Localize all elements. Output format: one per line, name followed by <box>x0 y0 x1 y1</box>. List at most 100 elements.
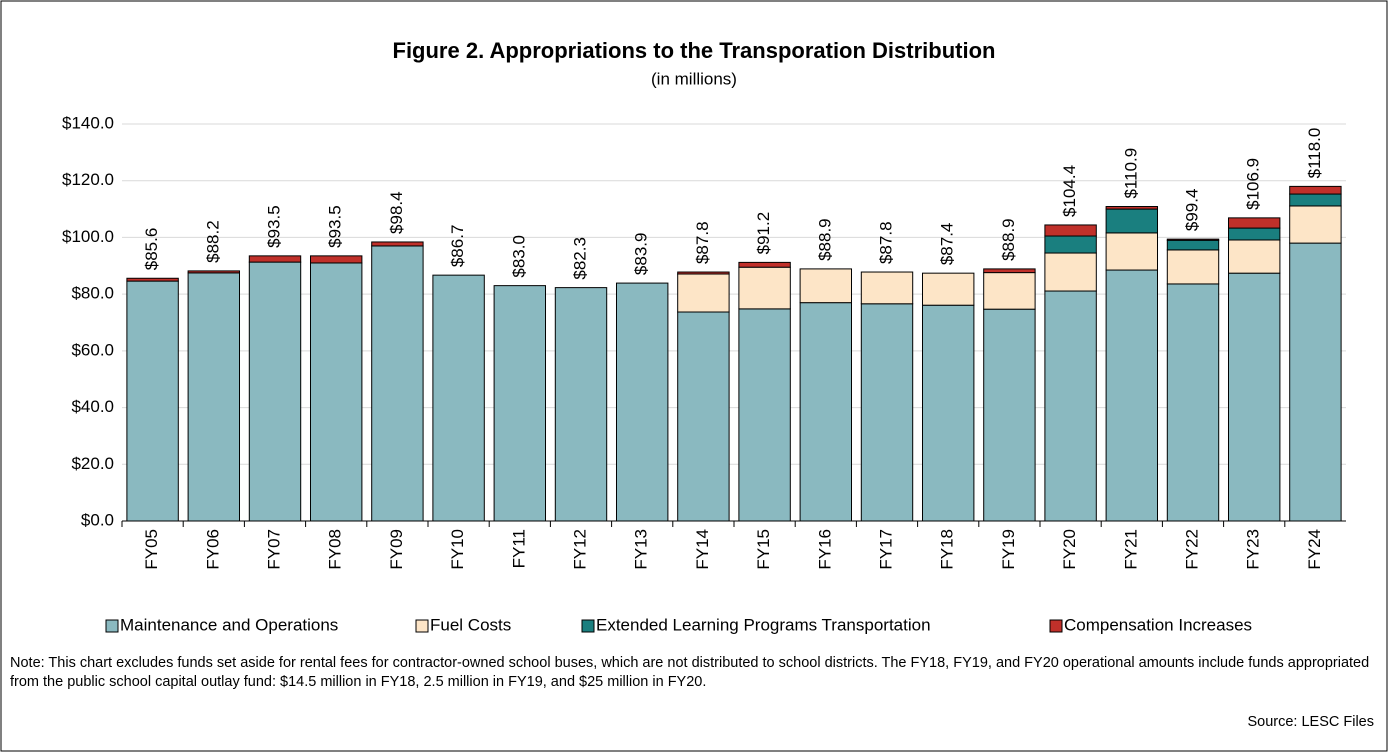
bar-segment <box>432 274 485 522</box>
legend-swatch <box>415 619 429 633</box>
bar-segment <box>187 270 241 274</box>
bar-segment <box>1105 232 1159 271</box>
y-tick-label: $40.0 <box>71 397 114 416</box>
data-label: $106.9 <box>1244 158 1263 210</box>
data-label: $93.5 <box>326 205 345 248</box>
legend-label: Maintenance and Operations <box>120 615 338 634</box>
bar-segment <box>1227 217 1281 229</box>
x-tick-label: FY21 <box>1121 529 1140 570</box>
bar-segment <box>921 304 975 522</box>
data-label: $91.2 <box>754 212 773 255</box>
bar-segment <box>126 277 179 282</box>
data-label: $87.4 <box>938 223 957 266</box>
bar-segment <box>677 271 730 275</box>
bar-segment <box>371 245 424 522</box>
data-label: $86.7 <box>448 225 467 268</box>
data-label: $83.0 <box>509 235 528 278</box>
x-tick-label: FY08 <box>326 529 345 570</box>
x-tick-label: FY17 <box>876 529 895 570</box>
x-tick-label: FY16 <box>815 529 834 570</box>
legend-label: Fuel Costs <box>430 615 511 634</box>
bar-segment <box>1044 290 1097 522</box>
x-tick-label: FY12 <box>570 529 589 570</box>
x-tick-label: FY24 <box>1305 529 1324 570</box>
bar-segment <box>1227 227 1281 241</box>
legend-swatch <box>1049 619 1063 633</box>
data-label: $83.9 <box>632 233 651 276</box>
bar-segment <box>738 266 791 310</box>
x-tick-label: FY09 <box>387 529 406 570</box>
bar-segment <box>1289 205 1342 244</box>
chart-title: Figure 2. Appropriations to the Transpor… <box>393 38 996 63</box>
bar-segment <box>1166 239 1220 251</box>
bar-segment <box>1227 272 1281 522</box>
x-tick-label: FY11 <box>509 529 528 568</box>
bar-segment <box>738 308 791 522</box>
x-tick-label: FY15 <box>754 529 773 570</box>
y-tick-label: $80.0 <box>71 284 114 303</box>
bar-segment <box>677 311 730 522</box>
bar-segment <box>738 261 791 268</box>
bar-segment <box>677 273 730 313</box>
legend-label: Compensation Increases <box>1064 615 1252 634</box>
data-label: $85.6 <box>142 228 161 271</box>
data-label: $88.9 <box>815 218 834 261</box>
bar-segment <box>1105 208 1159 234</box>
bar-segment <box>615 282 669 522</box>
data-label: $87.8 <box>693 221 712 264</box>
chart-subtitle: (in millions) <box>651 69 737 88</box>
y-tick-label: $0.0 <box>81 510 114 529</box>
data-label: $87.8 <box>876 221 895 264</box>
bar-segment <box>1289 193 1342 207</box>
x-tick-label: FY06 <box>203 529 222 570</box>
x-tick-label: FY23 <box>1244 529 1263 570</box>
bar-segment <box>248 261 302 522</box>
data-label: $82.3 <box>570 237 589 280</box>
bar-segment <box>799 302 853 522</box>
bar-segment <box>493 285 547 522</box>
bar-segment <box>983 268 1036 274</box>
bar-segment <box>983 272 1036 310</box>
x-tick-label: FY19 <box>999 529 1018 570</box>
data-label: $93.5 <box>264 205 283 248</box>
x-tick-label: FY18 <box>938 529 957 570</box>
bar-segment <box>371 241 424 247</box>
bar-segment <box>860 271 914 305</box>
bar-segment <box>921 272 975 306</box>
bar-segment <box>1044 224 1097 237</box>
x-tick-label: FY05 <box>142 529 161 570</box>
x-tick-label: FY22 <box>1182 529 1201 570</box>
bar-segment <box>309 255 363 264</box>
y-tick-label: $20.0 <box>71 454 114 473</box>
x-tick-label: FY20 <box>1060 529 1079 570</box>
bar-segment <box>248 255 302 263</box>
bar-segment <box>1166 249 1220 285</box>
legend-swatch <box>581 619 595 633</box>
bar-segment <box>1044 252 1097 292</box>
data-label: $88.9 <box>999 218 1018 261</box>
bar-segment <box>983 308 1036 522</box>
data-label: $104.4 <box>1060 165 1079 217</box>
bar-segment <box>1166 238 1220 241</box>
bar-segment <box>554 287 608 522</box>
y-tick-label: $60.0 <box>71 340 114 359</box>
bar-segment <box>1289 242 1342 522</box>
data-label: $110.9 <box>1121 148 1140 199</box>
bar-segment <box>187 272 241 522</box>
data-label: $118.0 <box>1305 128 1324 179</box>
legend-swatch <box>105 619 119 633</box>
bar-segment <box>860 303 914 522</box>
bar-segment <box>126 280 179 522</box>
y-tick-label: $100.0 <box>62 227 114 246</box>
data-label: $98.4 <box>387 191 406 234</box>
legend-label: Extended Learning Programs Transportatio… <box>596 615 931 634</box>
bar-segment <box>1166 283 1220 522</box>
bar-segment <box>1044 235 1097 254</box>
bar-segment <box>1105 269 1159 522</box>
bar-segment <box>1105 206 1159 210</box>
bar-segment <box>1227 239 1281 274</box>
y-tick-label: $120.0 <box>62 170 114 189</box>
bar-segment <box>309 262 363 522</box>
